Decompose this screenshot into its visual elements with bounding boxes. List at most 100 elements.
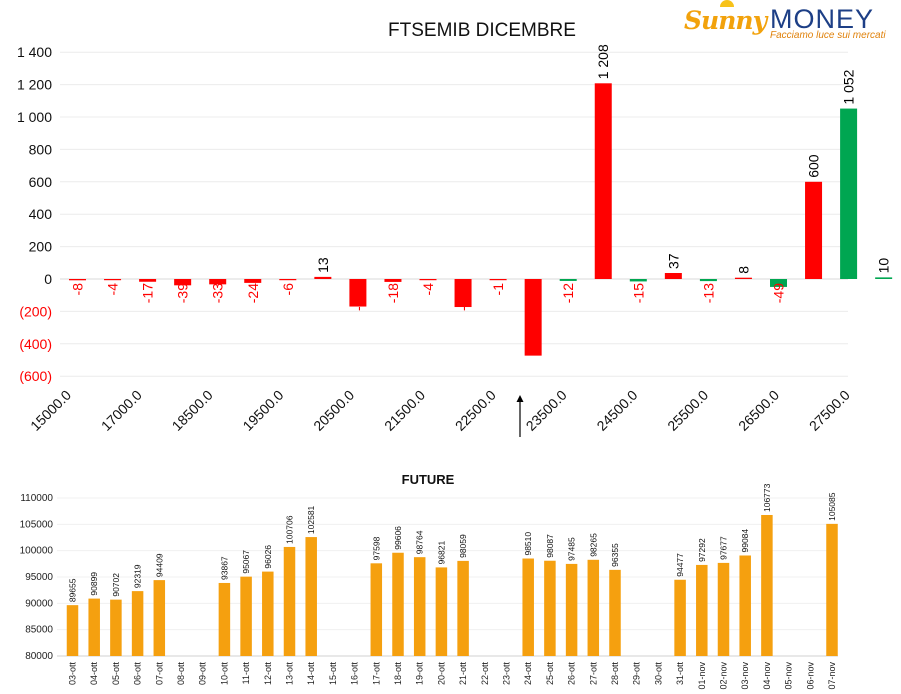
future-y-tick-label: 100000	[20, 546, 54, 557]
future-bar	[826, 523, 838, 656]
future-bar	[587, 559, 600, 656]
future-bar	[88, 598, 100, 656]
x-tick-label: 18500.0	[169, 387, 216, 434]
x-tick-label: 19500.0	[239, 387, 286, 434]
future-bar	[392, 552, 404, 656]
delta-bar	[875, 277, 893, 279]
bar-data-label: -12	[560, 283, 576, 303]
future-x-tick-label: 07-ott	[154, 662, 164, 686]
delta-bar	[840, 108, 858, 280]
future-bar-value-label: 94477	[675, 553, 685, 577]
future-bar	[218, 582, 231, 656]
future-bar	[739, 555, 751, 656]
delta-bar	[524, 279, 542, 356]
future-x-tick-label: 06-ott	[133, 662, 143, 686]
future-bar-value-label: 97485	[567, 537, 577, 561]
future-bar	[240, 576, 252, 656]
future-x-tick-label: 28-ott	[610, 662, 620, 686]
delta-bar	[139, 279, 157, 282]
future-bar-value-label: 106773	[762, 483, 772, 512]
future-bar-value-label: 95067	[241, 550, 251, 574]
delta-bar	[104, 279, 122, 281]
future-y-tick-label: 80000	[25, 651, 53, 662]
future-bar-value-label: 97598	[371, 536, 381, 560]
future-bar-value-label: 90702	[111, 573, 121, 597]
x-tick-label: 15000.0	[27, 387, 74, 434]
future-x-tick-label: 05-ott	[111, 662, 121, 686]
future-bar	[153, 580, 166, 656]
bar-data-label: -4	[105, 283, 121, 296]
future-y-tick-label: 95000	[25, 572, 53, 583]
future-bar	[413, 557, 426, 656]
future-bar	[717, 562, 730, 656]
future-x-tick-label: 20-ott	[436, 662, 446, 686]
x-tick-label: 23500.0	[523, 387, 570, 434]
future-x-tick-label: 24-ott	[523, 662, 533, 686]
y-tick-label: 200	[29, 239, 53, 255]
delta-bar	[419, 279, 437, 281]
x-tick-label: 22500.0	[452, 387, 499, 434]
sun-icon	[720, 0, 734, 7]
future-x-tick-label: 05-nov	[784, 662, 794, 690]
future-bar-value-label: 92319	[133, 564, 143, 588]
delta-bar	[734, 277, 752, 279]
future-bar	[609, 569, 621, 656]
x-tick-label: 26500.0	[735, 387, 782, 434]
bar-data-label: -473	[525, 283, 541, 311]
y-tick-label: 1 000	[17, 109, 52, 125]
bar-data-label: -39	[175, 283, 191, 303]
future-bar-value-label: 96821	[436, 541, 446, 565]
delta-bar	[629, 279, 647, 282]
future-x-tick-label: 01-nov	[697, 662, 707, 690]
future-bar-value-label: 96355	[610, 543, 620, 567]
bar-data-label: 1 208	[595, 44, 611, 79]
future-bar	[66, 605, 79, 656]
future-bar-value-label: 98087	[545, 534, 555, 558]
delta-bar	[174, 279, 192, 286]
future-x-tick-label: 03-ott	[68, 662, 78, 686]
future-x-tick-label: 30-ott	[653, 662, 663, 686]
future-bar	[370, 563, 383, 656]
future-x-tick-label: 14-ott	[306, 662, 316, 686]
logo-tagline: Facciamo luce sui mercati	[770, 30, 886, 41]
delta-bar	[314, 276, 332, 279]
future-bar	[262, 571, 274, 656]
future-x-tick-label: 16-ott	[350, 662, 360, 686]
logo-script-text: Sunny	[684, 6, 767, 35]
future-x-tick-label: 22-ott	[480, 662, 490, 686]
future-chart-title: FUTURE	[402, 472, 455, 487]
future-bar-value-label: 93867	[219, 556, 229, 580]
bar-data-label: -17	[140, 283, 156, 303]
future-x-tick-label: 29-ott	[632, 662, 642, 686]
y-tick-label: (600)	[19, 368, 52, 384]
bar-data-label: -15	[630, 283, 646, 303]
future-x-tick-label: 09-ott	[198, 662, 208, 686]
future-x-tick-label: 08-ott	[176, 662, 186, 686]
future-x-tick-label: 23-ott	[502, 662, 512, 686]
future-x-tick-label: 10-ott	[219, 662, 229, 686]
future-bar	[522, 558, 534, 656]
future-bar	[674, 579, 686, 656]
future-bar	[283, 546, 296, 656]
bar-data-label: 8	[735, 266, 751, 274]
bar-data-label: -6	[280, 283, 296, 296]
delta-bar	[279, 279, 297, 281]
sunny-money-logo: Sunny MONEY Facciamo luce sui mercati	[684, 0, 894, 41]
delta-bar	[770, 279, 787, 287]
y-tick-label: 600	[29, 174, 53, 190]
bar-data-label: -13	[700, 283, 716, 303]
future-x-tick-label: 04-nov	[762, 662, 772, 690]
bar-data-label: 37	[665, 253, 681, 269]
future-x-tick-label: 21-ott	[458, 662, 468, 686]
y-tick-label: 0	[44, 271, 52, 287]
future-x-tick-label: 27-ott	[588, 662, 598, 686]
y-tick-label: 800	[29, 141, 53, 157]
future-bar-value-label: 94409	[154, 553, 164, 577]
future-bar-value-label: 89655	[68, 578, 78, 602]
x-tick-label: 21500.0	[381, 387, 428, 434]
future-x-tick-label: 25-ott	[545, 662, 555, 686]
future-bar-value-label: 97677	[719, 536, 729, 560]
future-x-tick-label: 02-nov	[719, 662, 729, 690]
bar-data-label: -8	[70, 283, 86, 296]
